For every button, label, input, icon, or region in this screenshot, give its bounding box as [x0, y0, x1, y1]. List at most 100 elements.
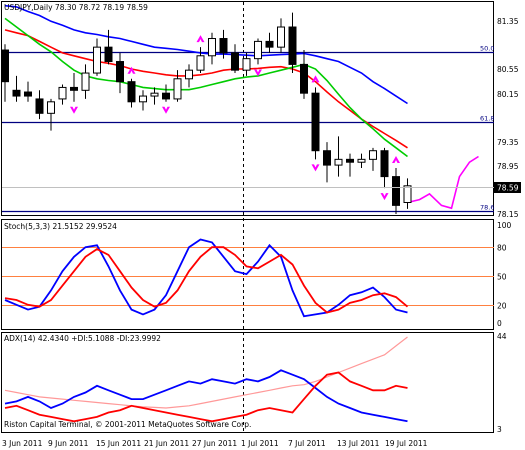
- adx-plus-di-line: [4, 369, 408, 423]
- price-pane-frame: [1, 1, 494, 216]
- adx-tick: 3: [497, 425, 502, 434]
- candle-body-bull: [334, 158, 343, 166]
- candle[interactable]: [58, 84, 67, 105]
- candle[interactable]: [127, 78, 136, 108]
- fib-label: 78.6: [480, 204, 494, 212]
- fractals-layer: [70, 35, 400, 201]
- candle[interactable]: [369, 147, 377, 171]
- fractal-down-arrow: [254, 69, 262, 77]
- candle-body-bear: [300, 63, 308, 94]
- adx-lines-layer: [4, 336, 408, 423]
- candle[interactable]: [254, 38, 262, 65]
- ma-blue-line: [4, 4, 408, 105]
- candles-layer[interactable]: [1, 12, 412, 214]
- candle-body-bull: [277, 26, 285, 48]
- ma-red-line: [4, 29, 408, 149]
- candle[interactable]: [162, 84, 170, 102]
- candle[interactable]: [311, 87, 320, 160]
- candle[interactable]: [24, 81, 32, 102]
- candle[interactable]: [173, 70, 182, 102]
- fractal-down-arrow: [162, 106, 170, 114]
- candle[interactable]: [185, 64, 193, 88]
- fractal-down-arrow: [380, 193, 389, 201]
- adx-tick: 44: [497, 332, 507, 341]
- forecast-line: [407, 155, 479, 210]
- candle-body-bull: [93, 46, 101, 74]
- adx-main-line: [4, 336, 408, 409]
- candle-body-bear: [380, 150, 389, 178]
- current-price-label: 78.59: [497, 184, 519, 193]
- fractal-down-arrow: [70, 106, 78, 114]
- candle[interactable]: [47, 98, 55, 131]
- candle[interactable]: [392, 167, 400, 214]
- candle-body-bear: [311, 92, 320, 152]
- stoch-level-label: 20: [497, 302, 507, 311]
- candle-body-bull: [369, 150, 377, 160]
- candle[interactable]: [242, 52, 251, 76]
- date-tick: 7 Jul 2011: [288, 439, 326, 448]
- candle[interactable]: [277, 18, 285, 53]
- candle-body-bull: [173, 78, 182, 100]
- candle-body-bear: [12, 89, 21, 97]
- candle[interactable]: [12, 75, 21, 102]
- copyright-text: Riston Capital Terminal, © 2001-2011 Met…: [4, 420, 251, 429]
- candle[interactable]: [300, 50, 308, 99]
- candle-body-bear: [35, 98, 44, 114]
- candle[interactable]: [150, 87, 159, 105]
- candle[interactable]: [219, 29, 228, 59]
- candle[interactable]: [403, 178, 412, 209]
- stoch-tick: 0: [497, 319, 502, 328]
- date-tick: 1 Jul 2011: [241, 439, 279, 448]
- candle[interactable]: [35, 90, 44, 120]
- candle-body-bear: [323, 150, 331, 166]
- candle[interactable]: [334, 136, 343, 177]
- candle-body-bear: [70, 86, 78, 91]
- candle[interactable]: [288, 12, 297, 74]
- candle-body-bull: [139, 95, 147, 103]
- candle-body-bull: [403, 185, 412, 203]
- candle-body-bear: [104, 46, 113, 63]
- candle[interactable]: [81, 64, 90, 99]
- date-tick: 21 Jun 2011: [144, 439, 189, 448]
- candle-body-bull: [208, 38, 216, 57]
- current-price-box: [494, 182, 521, 193]
- candle[interactable]: [104, 29, 113, 65]
- candle[interactable]: [93, 38, 101, 76]
- candle[interactable]: [1, 44, 9, 102]
- stoch-level-label: 50: [497, 273, 507, 282]
- stoch-pane-header: Stoch(5,3,3) 21.5152 29.9524: [4, 222, 117, 231]
- date-tick: 13 Jul 2011: [337, 439, 380, 448]
- fib-levels-layer: 50.0 61.8 78.6: [2, 45, 494, 213]
- candle-body-bull: [150, 92, 159, 97]
- candle[interactable]: [116, 52, 124, 94]
- candle-body-bear: [24, 91, 32, 97]
- fractal-up-arrow: [196, 35, 205, 43]
- candle[interactable]: [196, 47, 205, 74]
- candle[interactable]: [70, 73, 78, 102]
- price-tick: 80.15: [497, 90, 519, 99]
- candle[interactable]: [231, 44, 239, 74]
- candle[interactable]: [139, 90, 147, 111]
- stoch-pane-frame: [1, 219, 494, 330]
- candle-body-bear: [1, 49, 9, 83]
- candle[interactable]: [208, 32, 216, 65]
- candle-body-bull: [185, 69, 193, 80]
- candle-body-bear: [346, 158, 354, 163]
- price-tick: 78.95: [497, 162, 519, 171]
- candle[interactable]: [357, 153, 366, 168]
- candle[interactable]: [323, 142, 331, 183]
- date-tick: 27 Jun 2011: [192, 439, 237, 448]
- candle-body-bull: [254, 40, 262, 60]
- candle-body-bear: [162, 92, 170, 100]
- candle-body-bull: [242, 58, 251, 71]
- price-tick: 81.35: [497, 17, 519, 26]
- fractal-down-arrow: [311, 164, 320, 172]
- candle-body-bear: [231, 52, 239, 71]
- candle[interactable]: [380, 147, 389, 189]
- candle[interactable]: [346, 153, 354, 177]
- candle-body-bear: [116, 61, 124, 83]
- candle-body-bull: [47, 101, 55, 114]
- candle[interactable]: [265, 32, 274, 53]
